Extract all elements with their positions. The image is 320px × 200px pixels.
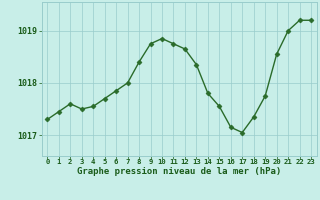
X-axis label: Graphe pression niveau de la mer (hPa): Graphe pression niveau de la mer (hPa) xyxy=(77,167,281,176)
